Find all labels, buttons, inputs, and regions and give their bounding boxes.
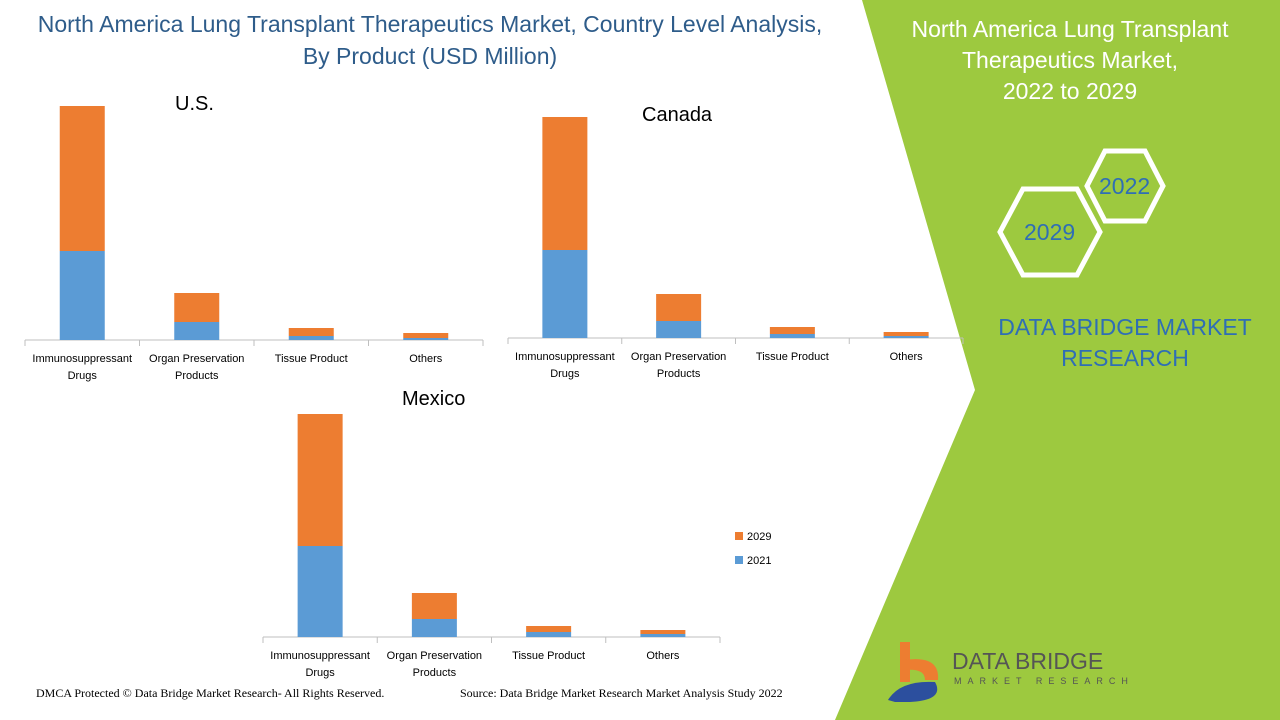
legend-swatch xyxy=(735,532,743,540)
tick-label: Tissue Product xyxy=(275,353,348,365)
bar-2021 xyxy=(411,619,457,637)
tick-label: Drugs xyxy=(68,370,98,382)
hexagon-2022 xyxy=(1084,148,1166,224)
bar-2021 xyxy=(526,632,572,637)
brand-text: DATA BRIDGE MARKET RESEARCH xyxy=(998,314,1252,371)
tick-label: Others xyxy=(646,650,680,662)
bar-2029 xyxy=(297,414,343,546)
tick-label: Others xyxy=(890,351,924,363)
bar-2021 xyxy=(288,336,334,340)
bar-2021 xyxy=(174,322,220,340)
tick-label: Immunosuppressant xyxy=(32,353,132,365)
tick-label: Immunosuppressant xyxy=(270,650,370,662)
tick-label: Organ Preservation xyxy=(387,650,482,662)
chart-title: Mexico xyxy=(402,388,465,410)
chart-title: U.S. xyxy=(175,93,214,115)
green-panel xyxy=(835,0,1280,720)
copyright: DMCA Protected © Data Bridge Market Rese… xyxy=(36,686,385,700)
legend-item-2021: 2021 xyxy=(735,555,771,567)
bar-2021 xyxy=(656,321,702,338)
bar-2021 xyxy=(542,250,588,338)
bar-2029 xyxy=(526,626,572,632)
tick-label: Others xyxy=(409,353,443,365)
source: Source: Data Bridge Market Research Mark… xyxy=(460,686,783,700)
tick-label: Tissue Product xyxy=(756,351,829,363)
bar-2029 xyxy=(288,328,334,336)
bar-2029 xyxy=(542,117,588,250)
tick-label: Organ Preservation xyxy=(149,353,244,365)
bar-2029 xyxy=(59,106,105,251)
bar-2021 xyxy=(403,338,449,340)
panel-title: North America Lung Transplant Therapeutic… xyxy=(911,16,1229,104)
bar-2021 xyxy=(297,546,343,637)
bar-2029 xyxy=(403,333,449,338)
tick-label: Organ Preservation xyxy=(631,351,726,363)
tick-label: Drugs xyxy=(550,368,580,380)
bar-2021 xyxy=(769,334,815,338)
bar-2021 xyxy=(883,336,929,338)
bar-2021 xyxy=(59,251,105,340)
bar-2029 xyxy=(640,630,686,634)
hex-label-2029: 2029 xyxy=(1024,219,1076,245)
legend-swatch xyxy=(735,556,743,564)
bar-2029 xyxy=(883,332,929,336)
tick-label: Immunosuppressant xyxy=(515,351,615,363)
bar-2029 xyxy=(656,294,702,321)
logo-icon xyxy=(888,642,939,702)
bar-2029 xyxy=(411,593,457,619)
bar-2029 xyxy=(174,293,220,322)
bar-2029 xyxy=(769,327,815,334)
logo-text: DATA BRIDGE xyxy=(952,648,1104,674)
bar-2021 xyxy=(640,634,686,637)
chart-title: Canada xyxy=(642,104,713,126)
logo-subtext: MARKET RESEARCH xyxy=(954,676,1134,686)
tick-label: Tissue Product xyxy=(512,650,585,662)
hex-label-2022: 2022 xyxy=(1099,173,1151,199)
hexagon-2029 xyxy=(997,186,1103,278)
tick-label: Products xyxy=(413,667,457,679)
legend-item-2029: 2029 xyxy=(735,531,771,543)
tick-label: Products xyxy=(657,368,701,380)
page-title: North America Lung Transplant Therapeuti… xyxy=(37,11,823,69)
tick-label: Drugs xyxy=(305,667,335,679)
tick-label: Products xyxy=(175,370,219,382)
